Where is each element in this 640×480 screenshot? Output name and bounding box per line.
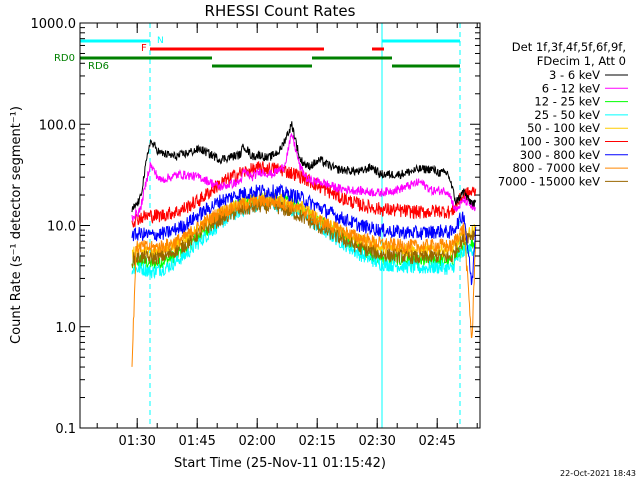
timestamp: 22-Oct-2021 18:43 (560, 469, 636, 478)
legend-header-2: FDecim 1, Att 0 (537, 54, 626, 68)
legend: Det 1f,3f,4f,5f,6f,9f, FDecim 1, Att 0 3… (498, 40, 628, 188)
chart-title: RHESSI Count Rates (205, 2, 356, 20)
series-line-5 (131, 161, 477, 228)
legend-label-7: 800 - 7000 keV (512, 161, 600, 175)
x-tick-label-2: 02:00 (238, 434, 275, 449)
rd0-label: RD0 (54, 53, 75, 64)
legend-label-1: 6 - 12 keV (542, 81, 600, 95)
x-tick-label-3: 02:15 (298, 434, 335, 449)
series-line-0 (131, 121, 477, 213)
y-tick-label-4: 1000.0 (31, 17, 77, 32)
series-line-6 (131, 183, 477, 286)
x-axis-label: Start Time (25-Nov-11 01:15:42) (174, 456, 386, 471)
legend-label-4: 50 - 100 keV (527, 121, 600, 135)
legend-header-1: Det 1f,3f,4f,5f,6f,9f, (512, 40, 626, 54)
flare-label: F (141, 43, 147, 54)
rd6-label: RD6 (88, 61, 109, 72)
legend-label-2: 12 - 25 keV (534, 95, 600, 109)
legend-label-3: 25 - 50 keV (534, 108, 600, 122)
legend-label-6: 300 - 800 keV (520, 148, 600, 162)
legend-label-5: 100 - 300 keV (520, 135, 600, 149)
plot-frame (79, 22, 481, 429)
y-axis: 0.1 1.0 10.0 100.0 1000.0 (31, 17, 480, 437)
series-line-1 (131, 133, 477, 223)
y-tick-label-1: 1.0 (55, 321, 76, 336)
series-line-7 (131, 194, 477, 367)
night-label: N (157, 36, 164, 46)
y-tick-label-2: 10.0 (47, 220, 76, 235)
legend-label-0: 3 - 6 keV (549, 68, 600, 82)
series-lines (131, 121, 477, 367)
legend-label-8: 7000 - 15000 keV (498, 174, 600, 188)
x-tick-label-1: 01:45 (178, 434, 215, 449)
x-tick-label-4: 02:30 (358, 434, 395, 449)
y-axis-label: Count Rate (s⁻¹ detector segment⁻¹) (9, 106, 24, 344)
y-tick-label-0: 0.1 (55, 422, 76, 437)
x-axis: 01:30 01:45 02:00 02:15 02:30 02:45 (96, 23, 478, 449)
x-tick-label-0: 01:30 (118, 434, 155, 449)
y-tick-label-3: 100.0 (39, 118, 76, 133)
annotation-bars: NF RD0 RD6 (54, 23, 461, 428)
x-tick-label-5: 02:45 (418, 434, 455, 449)
